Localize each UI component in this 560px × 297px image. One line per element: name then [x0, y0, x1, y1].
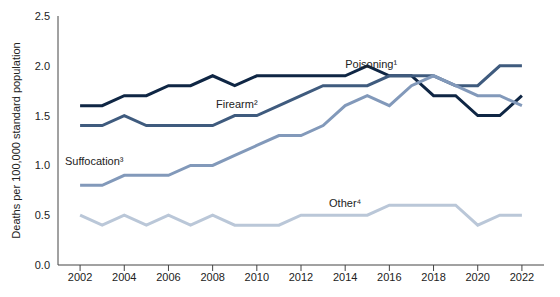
svg-text:2.0: 2.0 [35, 60, 50, 72]
svg-text:1.5: 1.5 [35, 110, 50, 122]
svg-text:0.5: 0.5 [35, 209, 50, 221]
svg-text:2020: 2020 [465, 271, 489, 283]
svg-text:2014: 2014 [333, 271, 357, 283]
svg-text:Poisoning¹: Poisoning¹ [345, 58, 397, 70]
svg-text:2006: 2006 [156, 271, 180, 283]
svg-text:2.5: 2.5 [35, 10, 50, 22]
svg-text:2016: 2016 [377, 271, 401, 283]
svg-text:2022: 2022 [510, 271, 534, 283]
svg-text:0.0: 0.0 [35, 259, 50, 271]
svg-text:2008: 2008 [200, 271, 224, 283]
svg-text:2010: 2010 [245, 271, 269, 283]
svg-text:Deaths per 100,000 standard po: Deaths per 100,000 standard population [10, 42, 22, 238]
svg-text:Suffocation³: Suffocation³ [65, 155, 124, 167]
svg-text:Other⁴: Other⁴ [329, 197, 362, 209]
svg-text:Firearm²: Firearm² [216, 98, 258, 110]
svg-text:2012: 2012 [289, 271, 313, 283]
svg-text:2002: 2002 [68, 271, 92, 283]
svg-text:2018: 2018 [421, 271, 445, 283]
svg-text:1.0: 1.0 [35, 159, 50, 171]
svg-text:2004: 2004 [112, 271, 136, 283]
